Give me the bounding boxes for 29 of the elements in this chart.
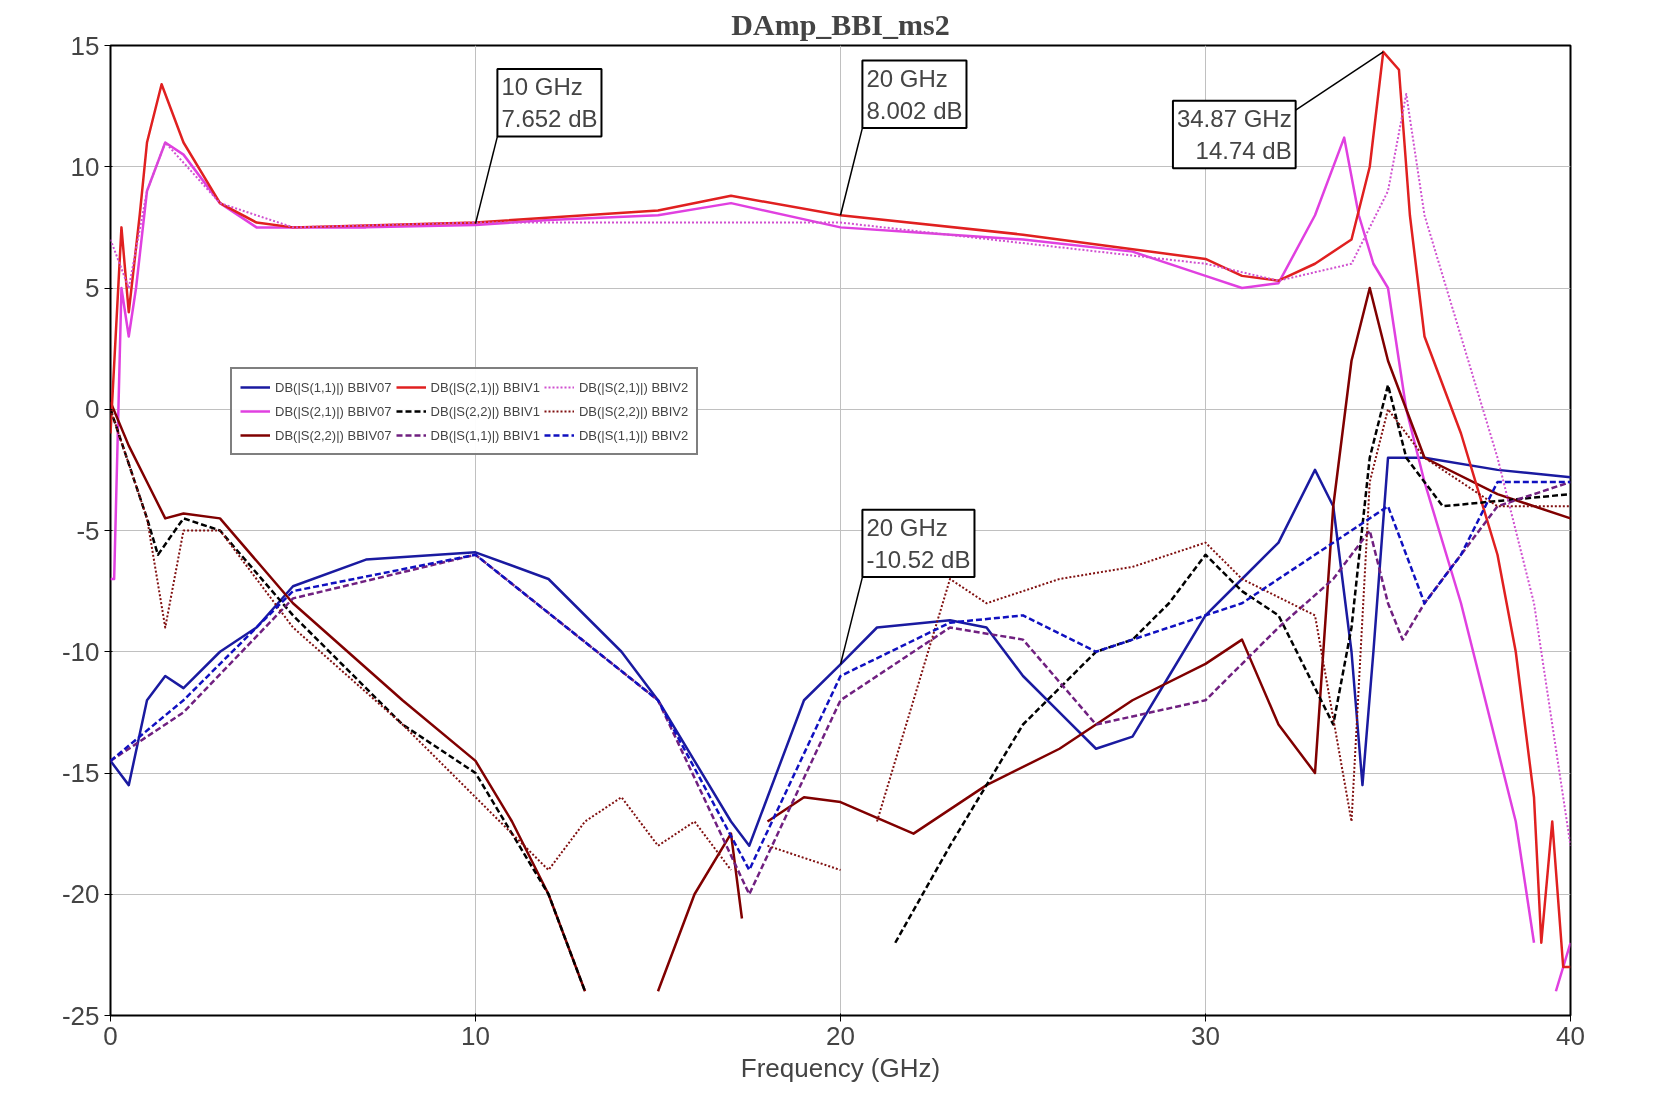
legend-label: DB(|S(1,1)|) BBIV2 [578, 427, 689, 443]
y-tick-label: -15 [61, 758, 100, 788]
legend-label: DB(|S(2,1)|) BBIV07 [275, 403, 392, 419]
y-tick-label: -10 [61, 636, 100, 667]
legend-label: DB(|S(1,1)|) BBIV1 [430, 427, 540, 443]
y-tick-label: -20 [61, 879, 100, 910]
annotation: 10 GHz 7.652 dB [501, 72, 598, 133]
y-tick-label: 0 [85, 394, 100, 425]
legend-label: DB(|S(2,1)|) BBIV2 [578, 379, 689, 395]
annotation: 34.87 GHz 14.74 dB [1176, 104, 1292, 165]
x-tick-label: 10 [461, 1020, 490, 1051]
y-tick-label: -5 [76, 515, 100, 546]
chart-title: DAmp_BBI_ms2 [731, 7, 950, 41]
legend-label: DB(|S(1,1)|) BBIV07 [275, 379, 392, 395]
y-tick-label: -25 [61, 1000, 100, 1031]
x-axis-title: Frequency (GHz) [740, 1052, 941, 1083]
annotation: 20 GHz -10.52 dB [866, 513, 971, 574]
line-series [110, 93, 1571, 847]
legend-label: DB(|S(2,1)|) BBIV1 [430, 379, 540, 395]
y-tick-label: 15 [70, 30, 100, 61]
legend-label: DB(|S(2,2)|) BBIV2 [578, 403, 689, 419]
y-tick-label: 5 [85, 273, 100, 303]
legend-label: DB(|S(2,2)|) BBIV1 [430, 403, 540, 419]
x-tick-label: 30 [1191, 1020, 1220, 1051]
x-tick-label: 20 [826, 1020, 855, 1051]
x-tick-label: 40 [1556, 1020, 1585, 1051]
annotation: 20 GHz 8.002 dB [866, 64, 963, 124]
y-tick-label: 10 [70, 151, 100, 182]
legend-label: DB(|S(2,2)|) BBIV07 [275, 427, 392, 443]
